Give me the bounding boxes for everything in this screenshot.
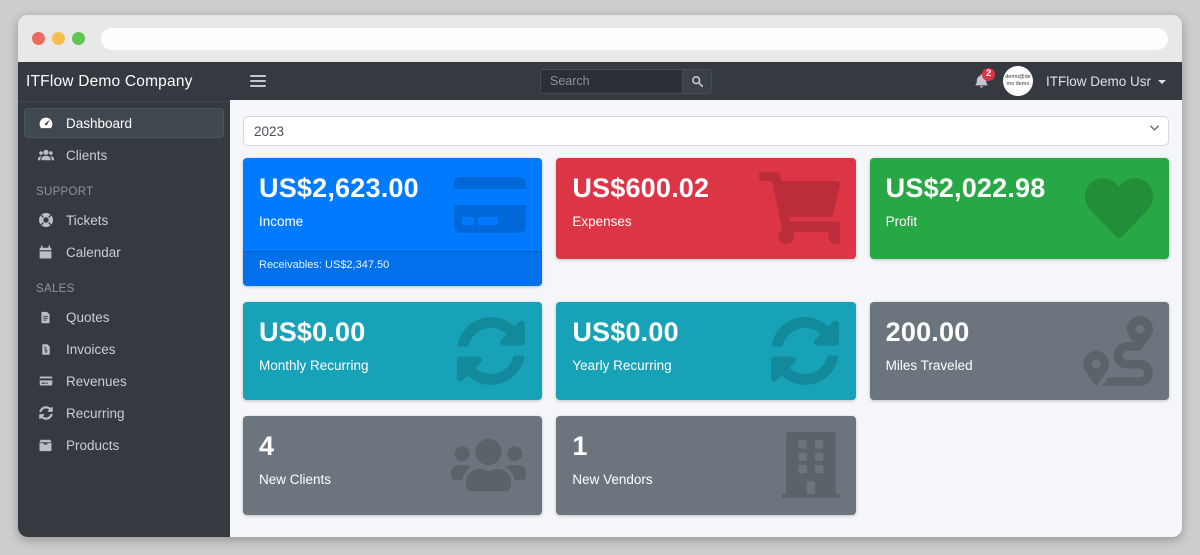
sidebar-item-label: Quotes bbox=[66, 309, 110, 325]
user-name: ITFlow Demo Usr bbox=[1045, 73, 1151, 89]
sidebar-item-tickets[interactable]: Tickets bbox=[24, 205, 224, 235]
avatar[interactable]: demo@demo demo bbox=[1002, 66, 1033, 96]
sidebar-item-calendar[interactable]: Calendar bbox=[24, 237, 224, 267]
search-icon bbox=[691, 75, 704, 88]
monthly-recurring-value: US$0.00 bbox=[259, 316, 366, 347]
credit-card-icon bbox=[454, 173, 527, 237]
sidebar-nav: Dashboard Clients SUPPORT Tickets bbox=[18, 102, 230, 468]
navbar-right: 2 demo@demo demo ITFlow Demo Usr bbox=[973, 66, 1166, 96]
browser-chrome bbox=[18, 15, 1182, 62]
url-bar[interactable] bbox=[101, 27, 1168, 50]
new-clients-value: 4 bbox=[259, 431, 275, 462]
company-name: ITFlow Demo Company bbox=[18, 62, 230, 102]
close-button[interactable] bbox=[32, 32, 45, 45]
income-value: US$2,623.00 bbox=[259, 173, 419, 203]
stats-grid: US$2,623.00 Income Receivables: US$2,347… bbox=[243, 158, 1169, 515]
sidebar-item-recurring[interactable]: Recurring bbox=[24, 398, 224, 428]
miles-traveled-value: 200.00 bbox=[885, 316, 970, 347]
sidebar-item-invoices[interactable]: $ Invoices bbox=[24, 334, 224, 364]
hamburger-menu-icon[interactable] bbox=[250, 75, 266, 87]
file-dollar-icon: $ bbox=[37, 341, 54, 357]
credit-card-icon bbox=[37, 373, 54, 389]
profit-label: Profit bbox=[885, 214, 918, 230]
sidebar-item-label: Dashboard bbox=[66, 115, 133, 131]
miles-traveled-label: Miles Traveled bbox=[885, 357, 973, 373]
minimize-button[interactable] bbox=[52, 32, 65, 45]
sidebar-item-revenues[interactable]: Revenues bbox=[24, 366, 224, 396]
card-new-vendors: 1 New Vendors bbox=[556, 416, 856, 515]
heart-icon bbox=[1085, 174, 1153, 242]
sidebar-item-label: Invoices bbox=[66, 341, 116, 357]
window-controls bbox=[32, 32, 85, 45]
card-profit: US$2,022.98 Profit bbox=[869, 158, 1169, 259]
sidebar-item-label: Calendar bbox=[66, 244, 121, 260]
expenses-label: Expenses bbox=[572, 214, 632, 230]
monthly-recurring-label: Monthly Recurring bbox=[259, 357, 369, 373]
search-group bbox=[540, 68, 712, 94]
card-yearly-recurring: US$0.00 Yearly Recurring bbox=[556, 301, 856, 401]
tachometer-icon bbox=[37, 115, 54, 131]
main-area: 2 demo@demo demo ITFlow Demo Usr 2023 bbox=[230, 62, 1182, 537]
sidebar-item-clients[interactable]: Clients bbox=[24, 140, 224, 170]
year-filter: 2023 bbox=[243, 116, 1169, 146]
notification-badge: 2 bbox=[981, 67, 996, 81]
dashboard-content: 2023 US$2,623.00 Income bbox=[230, 100, 1182, 537]
users-icon bbox=[37, 147, 54, 163]
card-expenses: US$600.02 Expenses bbox=[556, 158, 856, 259]
yearly-recurring-value: US$0.00 bbox=[572, 316, 679, 347]
top-navbar: 2 demo@demo demo ITFlow Demo Usr bbox=[230, 62, 1182, 100]
card-monthly-recurring: US$0.00 Monthly Recurring bbox=[243, 301, 543, 401]
shopping-cart-icon bbox=[758, 172, 840, 245]
users-icon bbox=[451, 435, 527, 495]
svg-text:$: $ bbox=[44, 348, 47, 354]
sync-icon bbox=[37, 405, 54, 421]
user-menu[interactable]: ITFlow Demo Usr bbox=[1046, 74, 1166, 89]
sidebar-item-label: Recurring bbox=[66, 405, 125, 421]
income-footer: Receivables: US$2,347.50 bbox=[243, 250, 543, 286]
sync-icon bbox=[456, 316, 526, 386]
new-vendors-label: New Vendors bbox=[572, 472, 653, 488]
app-frame: ITFlow Demo Company Dashboard Clients SU… bbox=[18, 62, 1182, 537]
card-income: US$2,623.00 Income Receivables: US$2,347… bbox=[243, 158, 543, 286]
life-ring-icon bbox=[37, 212, 54, 228]
sidebar-item-label: Products bbox=[66, 437, 120, 453]
browser-window: ITFlow Demo Company Dashboard Clients SU… bbox=[18, 15, 1182, 537]
search-input[interactable] bbox=[540, 68, 683, 94]
chevron-down-icon bbox=[1158, 80, 1166, 84]
sidebar-item-quotes[interactable]: Quotes bbox=[24, 302, 224, 332]
search-button[interactable] bbox=[683, 68, 712, 94]
sync-icon bbox=[770, 316, 840, 386]
new-clients-label: New Clients bbox=[259, 472, 332, 488]
card-miles-traveled: 200.00 Miles Traveled bbox=[869, 301, 1169, 401]
sidebar-item-dashboard[interactable]: Dashboard bbox=[24, 108, 224, 138]
zoom-button[interactable] bbox=[72, 32, 85, 45]
card-new-clients: 4 New Clients bbox=[243, 416, 543, 515]
sidebar-item-products[interactable]: Products bbox=[24, 430, 224, 460]
yearly-recurring-label: Yearly Recurring bbox=[572, 357, 672, 373]
sidebar-item-label: Clients bbox=[66, 147, 108, 163]
new-vendors-value: 1 bbox=[572, 431, 588, 462]
box-icon bbox=[37, 437, 54, 453]
sidebar-item-label: Revenues bbox=[66, 373, 127, 389]
route-icon bbox=[1083, 315, 1153, 386]
expenses-value: US$600.02 bbox=[572, 173, 710, 203]
sidebar-item-label: Tickets bbox=[66, 212, 109, 228]
sidebar-section-sales: SALES bbox=[36, 283, 75, 295]
building-icon bbox=[781, 432, 840, 499]
profit-value: US$2,022.98 bbox=[885, 173, 1046, 203]
notifications-button[interactable]: 2 bbox=[973, 67, 996, 90]
file-lines-icon bbox=[37, 309, 54, 325]
income-label: Income bbox=[259, 214, 304, 230]
year-select[interactable]: 2023 bbox=[243, 116, 1169, 146]
sidebar-section-support: SUPPORT bbox=[36, 186, 94, 198]
sidebar: ITFlow Demo Company Dashboard Clients SU… bbox=[18, 62, 230, 537]
calendar-icon bbox=[37, 244, 54, 260]
